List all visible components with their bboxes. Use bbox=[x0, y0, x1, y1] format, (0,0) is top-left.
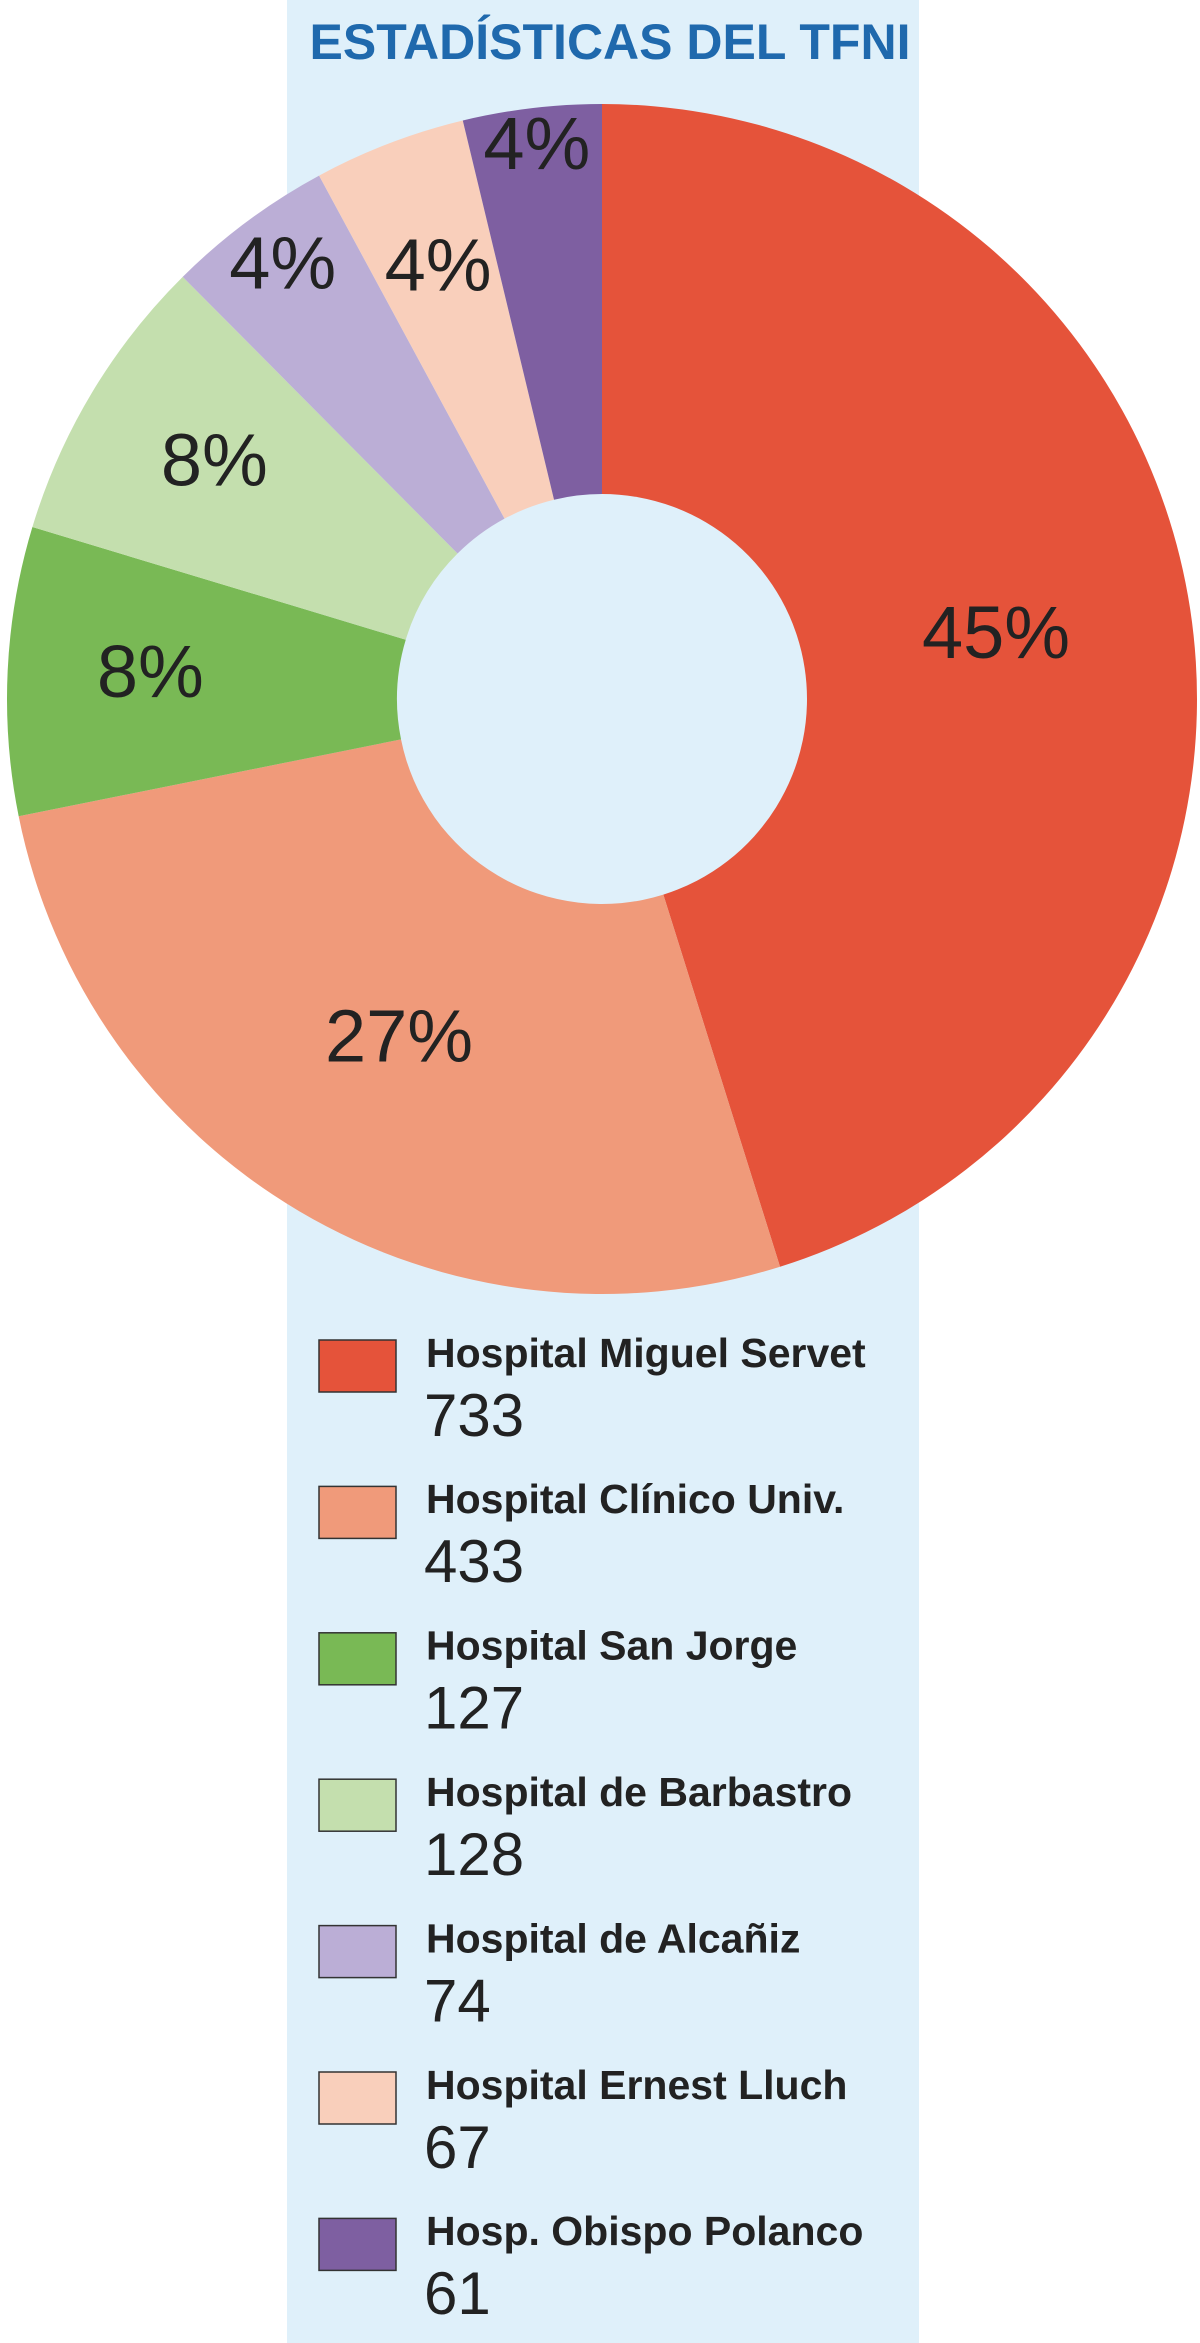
legend-label: Hosp. Obispo Polanco bbox=[426, 2208, 863, 2254]
slice-label: 8% bbox=[97, 630, 204, 713]
legend-label: Hospital Ernest Lluch bbox=[426, 2062, 847, 2108]
chart-title: ESTADÍSTICAS DEL TFNI bbox=[310, 14, 911, 70]
legend-label: Hospital de Alcañiz bbox=[426, 1915, 800, 1961]
legend-value: 67 bbox=[424, 2114, 491, 2181]
legend-value: 433 bbox=[424, 1528, 524, 1595]
donut-slice bbox=[7, 527, 406, 817]
legend-swatch bbox=[318, 1632, 397, 1686]
legend-swatch bbox=[318, 1339, 397, 1393]
legend-label: Hospital San Jorge bbox=[426, 1623, 797, 1669]
legend-label: Hospital Clínico Univ. bbox=[426, 1476, 844, 1522]
slice-label: 4% bbox=[229, 222, 336, 305]
legend-value: 74 bbox=[424, 1967, 491, 2034]
legend-value: 127 bbox=[424, 1675, 524, 1742]
legend-value: 61 bbox=[424, 2260, 491, 2327]
donut-slice bbox=[32, 276, 458, 640]
legend-label: Hospital de Barbastro bbox=[426, 1769, 852, 1815]
donut-slice bbox=[602, 104, 1197, 1267]
slice-label: 4% bbox=[385, 224, 492, 307]
legend-label: Hospital Miguel Servet bbox=[426, 1330, 866, 1376]
legend-swatch bbox=[318, 1485, 397, 1540]
slice-label: 27% bbox=[325, 995, 473, 1078]
slice-label: 45% bbox=[922, 591, 1070, 674]
legend-swatch bbox=[318, 2071, 397, 2125]
slice-label: 4% bbox=[483, 102, 590, 185]
donut-slice bbox=[319, 120, 555, 519]
donut-slice bbox=[18, 739, 781, 1294]
legend-value: 733 bbox=[424, 1382, 524, 1449]
legend-swatch bbox=[318, 1924, 397, 1979]
donut-slice bbox=[462, 104, 602, 500]
legend-swatch bbox=[318, 1778, 397, 1832]
legend-value: 128 bbox=[424, 1821, 524, 1888]
slice-label: 8% bbox=[161, 419, 268, 502]
donut-slice bbox=[182, 175, 505, 554]
legend-swatch bbox=[318, 2217, 397, 2272]
